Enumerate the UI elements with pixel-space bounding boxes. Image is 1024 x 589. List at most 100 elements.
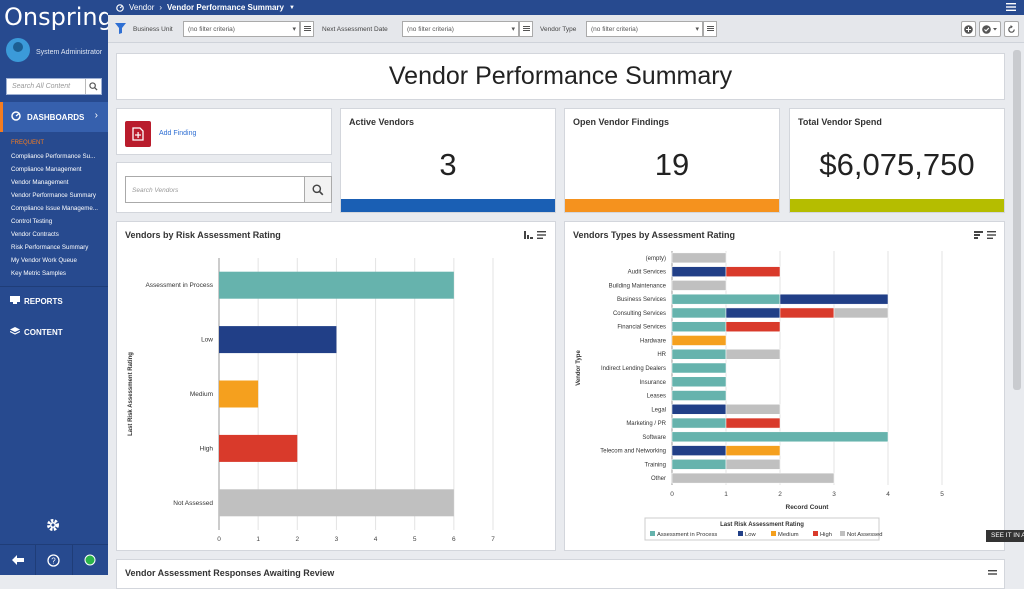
add-finding-link[interactable]: Add Finding: [159, 130, 197, 137]
breadcrumb-parent[interactable]: Vendor: [129, 3, 155, 12]
legend-swatch: [840, 531, 845, 536]
frequent-item[interactable]: My Vendor Work Queue: [11, 257, 77, 264]
vendor-search-card: Search Vendors: [116, 162, 332, 213]
y-tick-label: Training: [645, 462, 666, 468]
filter-icon[interactable]: [115, 23, 126, 34]
status-indicator-icon: [73, 545, 108, 575]
nav-dashboards[interactable]: DASHBOARDS ›: [0, 102, 108, 132]
vendor-search-input[interactable]: Search Vendors: [125, 176, 332, 203]
bar-segment: [671, 404, 727, 415]
breadcrumb-current[interactable]: Vendor Performance Summary: [167, 3, 284, 12]
page-title: Vendor Performance Summary: [116, 53, 1005, 100]
breadcrumb-separator-icon: ›: [159, 3, 163, 12]
y-tick-label: Medium: [190, 391, 213, 398]
add-icon[interactable]: [961, 21, 976, 37]
bar-segment: [671, 376, 727, 388]
dashboard-icon: [11, 111, 21, 121]
bar-segment: [671, 335, 727, 346]
kpi-active-vendors[interactable]: Active Vendors 3: [340, 108, 556, 213]
menu-icon[interactable]: [987, 231, 996, 239]
frequent-item[interactable]: Vendor Performance Summary: [11, 192, 96, 199]
chart-type-icon[interactable]: [974, 231, 983, 239]
filter-label-business-unit: Business Unit: [133, 26, 173, 33]
frequent-item[interactable]: Vendor Management: [11, 179, 69, 186]
y-tick-label: Indirect Lending Dealers: [601, 366, 666, 372]
refresh-icon[interactable]: [1004, 21, 1019, 37]
y-tick-label: Building Maintenance: [609, 283, 667, 289]
help-icon[interactable]: ?: [36, 545, 73, 575]
scrollbar[interactable]: [1013, 50, 1021, 390]
chevron-right-icon[interactable]: ›: [94, 110, 98, 121]
svg-text:?: ?: [52, 556, 57, 565]
bar-segment: [725, 459, 781, 470]
nav-content[interactable]: CONTENT: [0, 318, 108, 348]
kpi-color-bar: [341, 199, 555, 212]
y-axis-label: Vendor Type: [576, 350, 582, 386]
risk-rating-chart-card: Vendors by Risk Assessment Rating 0 1 2 3 4 5…: [116, 221, 556, 551]
vendor-type-select[interactable]: (no filter criteria): [586, 21, 703, 37]
filter-bar: Business Unit (no filter criteria) Next …: [108, 15, 1024, 43]
frequent-item[interactable]: Compliance Issue Manageme...: [11, 205, 99, 212]
bar-segment: [725, 266, 781, 277]
bar: [219, 489, 454, 517]
legend-label: Assessment in Process: [657, 532, 717, 538]
x-tick-label: 1: [256, 536, 260, 543]
frequent-item[interactable]: Control Testing: [11, 218, 53, 225]
x-tick-label: 4: [374, 536, 378, 543]
frequent-item[interactable]: Risk Performance Summary: [11, 244, 89, 251]
nav-dashboards-label: DASHBOARDS: [27, 113, 85, 122]
kpi-total-vendor-spend[interactable]: Total Vendor Spend $6,075,750: [789, 108, 1005, 213]
bar-segment: [725, 445, 781, 456]
next-assessment-date-select[interactable]: (no filter criteria): [402, 21, 519, 37]
hamburger-menu-icon[interactable]: [1006, 3, 1016, 11]
awaiting-review-card: Vendor Assessment Responses Awaiting Rev…: [116, 559, 1005, 589]
search-icon[interactable]: [304, 177, 331, 202]
business-unit-list-button[interactable]: [300, 21, 314, 37]
chart-type-icon[interactable]: [524, 231, 533, 239]
bar-segment: [671, 280, 727, 291]
chevron-down-icon[interactable]: ▼: [288, 4, 295, 11]
y-tick-label: Audit Services: [628, 270, 666, 276]
gear-icon[interactable]: [46, 518, 60, 532]
frequent-item[interactable]: Compliance Management: [11, 166, 82, 173]
avatar[interactable]: [6, 38, 30, 62]
frequent-item[interactable]: Compliance Performance Su...: [11, 153, 96, 160]
nav-reports[interactable]: REPORTS: [0, 286, 108, 316]
back-arrow-icon[interactable]: [0, 545, 37, 575]
bar-segment: [833, 307, 889, 319]
y-tick-label: Marketing / PR: [626, 421, 666, 427]
vendor-type-list-button[interactable]: [703, 21, 717, 37]
frequent-item[interactable]: Vendor Contracts: [11, 231, 59, 238]
see-it-badge[interactable]: SEE IT IN A: [986, 530, 1024, 542]
x-tick-label: 0: [217, 536, 221, 543]
nav-reports-label: REPORTS: [24, 297, 63, 306]
document-add-icon[interactable]: [125, 121, 151, 147]
frequent-item[interactable]: Key Metric Samples: [11, 270, 67, 277]
business-unit-select[interactable]: (no filter criteria): [183, 21, 300, 37]
y-tick-label: Business Services: [617, 297, 666, 303]
kpi-open-vendor-findings[interactable]: Open Vendor Findings 19: [564, 108, 780, 213]
user-name[interactable]: System Administrator: [36, 49, 103, 56]
next-assessment-date-list-button[interactable]: [519, 21, 533, 37]
x-tick-label: 2: [778, 491, 782, 498]
bar-segment: [671, 390, 727, 401]
vendor-types-stacked-bar-chart: 0 1 2 3 4 5 (empty) Audit Services Building Main…: [576, 251, 944, 541]
legend-label: Low: [745, 532, 756, 538]
x-tick-label: 3: [832, 491, 836, 498]
chart-toolbar: [524, 231, 546, 239]
legend-swatch: [813, 531, 818, 536]
menu-icon[interactable]: [537, 231, 546, 239]
bar-segment: [671, 362, 727, 374]
y-axis-label: Last Risk Assessment Rating: [128, 352, 134, 436]
check-dropdown-icon[interactable]: [979, 21, 1001, 37]
y-tick-label: Assessment in Process: [145, 282, 213, 289]
bar: [219, 434, 298, 462]
y-tick-label: Insurance: [640, 380, 667, 386]
global-search-input[interactable]: Search All Content: [6, 78, 102, 95]
y-tick-label: Legal: [651, 407, 666, 413]
frequent-list: Compliance Performance Su... Compliance M…: [11, 153, 103, 283]
search-icon[interactable]: [85, 79, 101, 94]
menu-icon[interactable]: [988, 570, 997, 576]
bar: [219, 326, 337, 354]
bar-segment: [671, 307, 727, 319]
